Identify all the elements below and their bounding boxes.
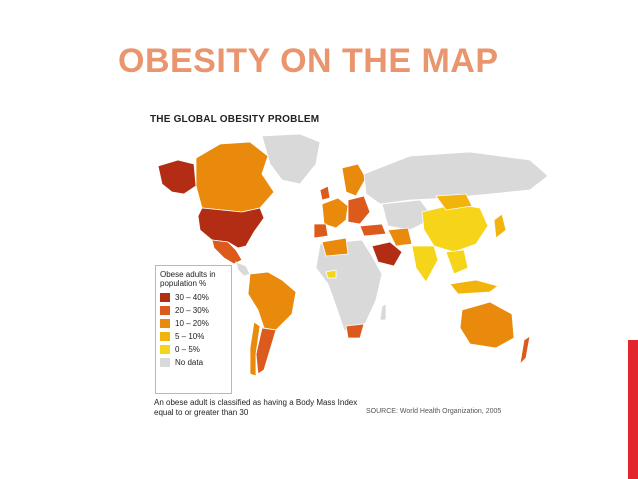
- legend-label: 30 – 40%: [175, 293, 209, 302]
- legend-swatch: [160, 293, 170, 302]
- turkey: [359, 223, 387, 237]
- saudi-arabia: [371, 241, 403, 267]
- china: [421, 203, 489, 253]
- accent-bar: [628, 340, 638, 479]
- legend-label: 20 – 30%: [175, 306, 209, 315]
- legend-label: 5 – 10%: [175, 332, 205, 341]
- central-asia: [381, 199, 435, 231]
- legend-label: No data: [175, 358, 204, 367]
- legend-item: 20 – 30%: [160, 304, 227, 317]
- southeast-asia: [445, 249, 469, 275]
- south-africa: [345, 323, 365, 339]
- bmi-caption: An obese adult is classified as having a…: [154, 398, 358, 417]
- legend-item: 10 – 20%: [160, 317, 227, 330]
- mexico: [211, 239, 243, 265]
- legend-label: 0 – 5%: [175, 345, 200, 354]
- india: [411, 245, 439, 283]
- legend-swatch: [160, 345, 170, 354]
- greenland: [261, 134, 321, 185]
- indonesia: [449, 279, 499, 295]
- map-heading: THE GLOBAL OBESITY PROBLEM: [150, 114, 320, 125]
- south-america-north: [247, 271, 297, 331]
- legend-item: 0 – 5%: [160, 343, 227, 356]
- eastern-europe: [347, 195, 371, 225]
- canada: [195, 141, 275, 213]
- legend-item: 30 – 40%: [160, 291, 227, 304]
- scandinavia: [341, 163, 367, 197]
- legend-swatch: [160, 319, 170, 328]
- central-america: [235, 261, 251, 277]
- legend-item: 5 – 10%: [160, 330, 227, 343]
- world-map: [157, 134, 549, 377]
- australia: [459, 301, 515, 349]
- legend-label: 10 – 20%: [175, 319, 209, 328]
- russia: [363, 151, 549, 205]
- source-credit: SOURCE: World Health Organization, 2005: [366, 408, 502, 415]
- mongolia: [435, 193, 473, 211]
- iberia: [313, 223, 329, 239]
- madagascar: [379, 303, 387, 321]
- iran: [387, 227, 413, 247]
- legend-title: Obese adults in population %: [160, 270, 216, 288]
- slide-title: OBESITY ON THE MAP: [118, 42, 499, 80]
- japan: [493, 213, 507, 239]
- obesity-map-figure: THE GLOBAL OBESITY PROBLEM: [150, 114, 550, 434]
- legend-swatch: [160, 306, 170, 315]
- new-zealand: [519, 335, 531, 366]
- north-africa: [321, 237, 349, 257]
- usa: [197, 207, 265, 249]
- legend-swatch: [160, 332, 170, 341]
- legend-swatch: [160, 358, 170, 367]
- alaska: [157, 159, 197, 195]
- chile: [249, 321, 261, 377]
- west-africa: [325, 269, 337, 279]
- western-europe: [321, 197, 349, 229]
- uk: [319, 185, 331, 201]
- legend-item: No data: [160, 356, 227, 369]
- map-legend: Obese adults in population % 30 – 40% 20…: [155, 265, 232, 394]
